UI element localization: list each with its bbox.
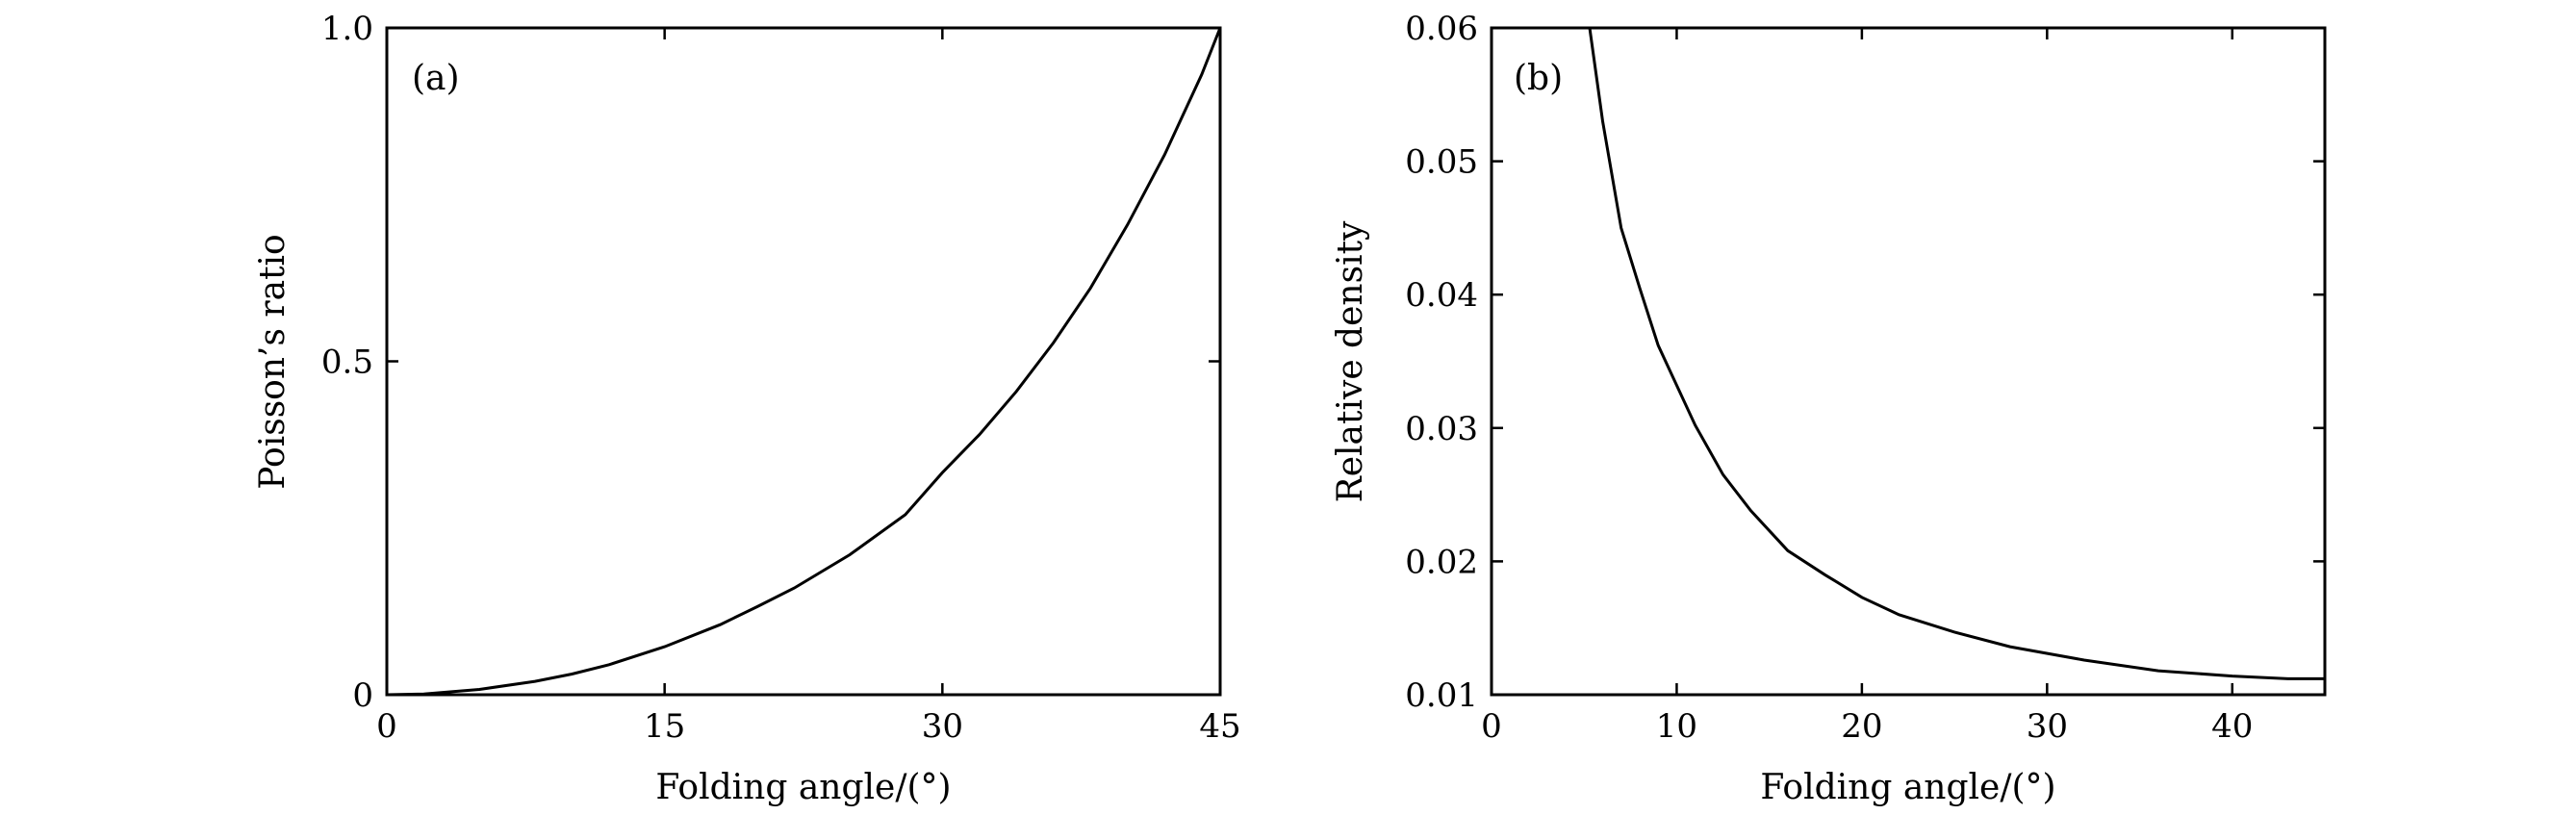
panel-b-y-tick-label: 0.05	[1405, 143, 1478, 182]
panel-a-y-tick-label: 0.5	[321, 344, 373, 382]
panel-b-x-axis-label: Folding angle/(°)	[1760, 768, 2055, 807]
panel-a-chart: 0 15 30 45 0 0.5 1.0 (a) Folding angle/(°) Poi…	[253, 10, 1241, 807]
panel-b-y-axis-label: Relative density	[1331, 220, 1370, 502]
panel-a-ticks	[385, 26, 1222, 697]
panel-a-plot-frame	[385, 26, 1222, 697]
panel-b-y-tick-label: 0.06	[1405, 10, 1478, 48]
panel-b-x-tick-label: 40	[2211, 707, 2253, 746]
panel-a-x-axis-label: Folding angle/(°)	[655, 768, 951, 807]
panel-b-tag: (b)	[1514, 59, 1563, 98]
panel-a-x-tick-label: 45	[1199, 707, 1240, 746]
panel-b-x-tick-label: 30	[2027, 707, 2068, 746]
panel-b-y-tick-label: 0.04	[1405, 276, 1478, 315]
panel-a-y-tick-label: 1.0	[321, 10, 373, 48]
panel-a-y-axis-label: Poisson’s ratio	[253, 234, 293, 489]
panel-a-y-tick-label: 0	[352, 676, 373, 715]
panel-a-x-tick-label: 15	[644, 707, 685, 746]
panel-a-tick-labels: 0 15 30 45 0 0.5 1.0	[321, 10, 1241, 746]
panel-b-x-tick-label: 0	[1481, 707, 1502, 746]
panel-b-series-line	[1588, 27, 2325, 680]
panel-a-x-tick-label: 30	[922, 707, 963, 746]
panel-a-x-tick-label: 0	[376, 707, 397, 746]
panel-b-y-tick-label: 0.03	[1405, 410, 1478, 448]
panel-b-x-tick-label: 20	[1841, 707, 1882, 746]
panel-a-series-line	[386, 27, 1222, 697]
panel-b-x-tick-label: 10	[1656, 707, 1697, 746]
panel-b-y-tick-label: 0.02	[1405, 543, 1478, 581]
panel-a-tag: (a)	[412, 59, 460, 98]
panel-b-ticks	[1490, 26, 2325, 697]
panel-b-plot-frame	[1490, 26, 2327, 697]
panel-b-y-tick-label: 0.01	[1405, 676, 1478, 715]
panel-b-tick-labels: 0 10 20 30 40 0.01 0.02 0.03 0.04 0.05 0.06	[1405, 10, 2253, 746]
panel-b-chart: 0 10 20 30 40 0.01 0.02 0.03 0.04 0.05 0.06 (b) Fo…	[1331, 10, 2327, 807]
